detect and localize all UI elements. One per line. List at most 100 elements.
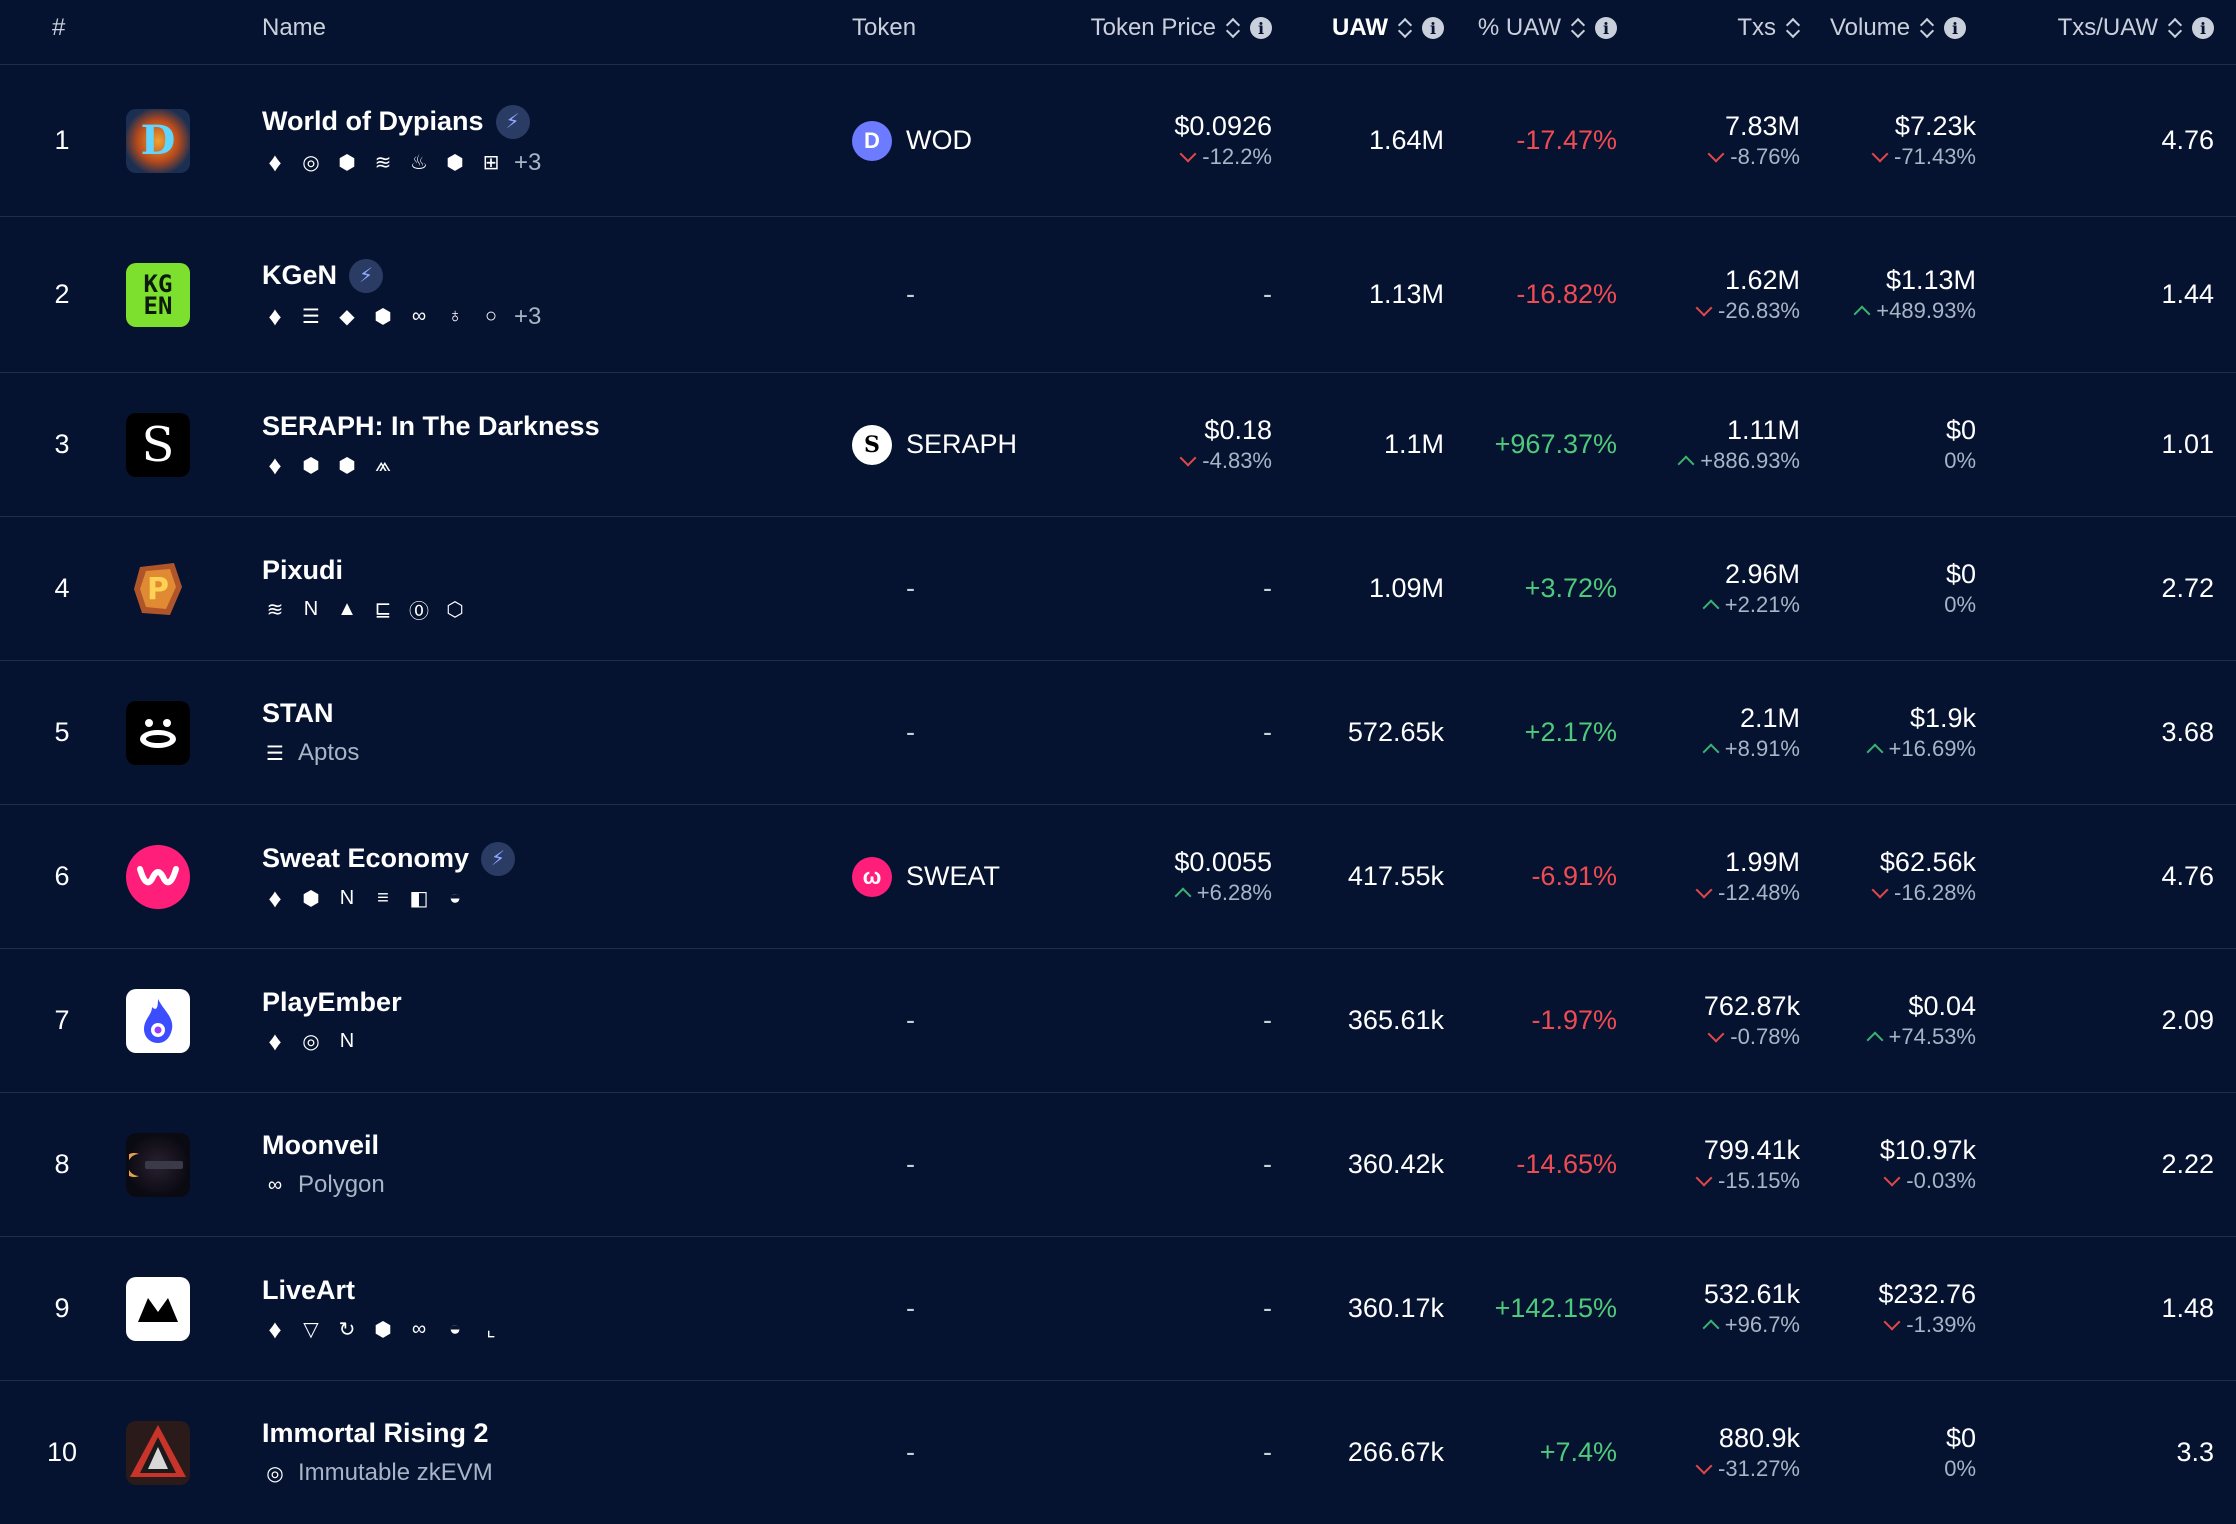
table-row[interactable]: 10 Immortal Rising 2 ◎ Immutable zkEVM -… bbox=[0, 1381, 2236, 1524]
dapp-name-cell: PlayEmber ◎ N bbox=[262, 949, 822, 1092]
token-empty: - bbox=[906, 1005, 915, 1035]
immortal-rising-logo bbox=[126, 1420, 190, 1485]
pct-uaw-cell: +142.15% bbox=[1460, 1237, 1617, 1380]
dapp-title[interactable]: KGeN ⚡ bbox=[262, 258, 384, 293]
col-token-price[interactable]: Token Price i bbox=[1040, 0, 1272, 56]
dapp-name[interactable]: Immortal Rising 2 bbox=[262, 1418, 489, 1448]
chains-more[interactable]: +3 bbox=[514, 302, 542, 330]
col-rank: # bbox=[52, 0, 65, 56]
playember-logo bbox=[126, 988, 190, 1053]
volume-value: $0 bbox=[1945, 1423, 1976, 1453]
arrow-down-icon bbox=[1695, 1169, 1713, 1187]
col-volume-label: Volume bbox=[1830, 14, 1911, 41]
near-icon: N bbox=[339, 1029, 355, 1052]
dapp-title[interactable]: PlayEmber bbox=[262, 987, 402, 1018]
txs-per-uaw-cell: 3.3 bbox=[2000, 1381, 2214, 1524]
table-row[interactable]: 1 D World of Dypians ⚡ ◎ ⬢ ≋ ♨ ⬢ ⊞ +3 D W… bbox=[0, 65, 2236, 217]
token-cell: D WOD bbox=[852, 65, 1112, 216]
aptos-icon: ☰ bbox=[266, 742, 284, 765]
txs-per-uaw-cell: 3.68 bbox=[2000, 661, 2214, 804]
dapp-name[interactable]: SERAPH: In The Darkness bbox=[262, 411, 600, 441]
uaw-value: 572.65k bbox=[1347, 717, 1444, 747]
info-icon[interactable]: i bbox=[1422, 17, 1444, 39]
sort-icon[interactable] bbox=[1786, 17, 1800, 39]
info-icon[interactable]: i bbox=[1250, 17, 1272, 39]
dapp-name[interactable]: PlayEmber bbox=[262, 987, 402, 1017]
table-row[interactable]: 8 Moonveil ∞ Polygon - - 360.42k -14.65%… bbox=[0, 1093, 2236, 1237]
row-rank: 3 bbox=[54, 429, 70, 459]
txs-change: +8.91% bbox=[1724, 736, 1800, 761]
txs-per-uaw-cell: 2.09 bbox=[2000, 949, 2214, 1092]
table-row[interactable]: 9 LiveArt ▽ ↻ ⬢ ∞ ◒ ⌞ - - 360.17k +142.1… bbox=[0, 1237, 2236, 1381]
pixudi-logo: P bbox=[126, 557, 190, 621]
token-empty: - bbox=[906, 1149, 915, 1179]
txs-per-uaw-value: 4.76 bbox=[2161, 861, 2214, 891]
table-row[interactable]: 7 PlayEmber ◎ N - - 365.61k -1.97% 762.8… bbox=[0, 949, 2236, 1093]
table-row[interactable]: 2 KG EN KGeN ⚡ ☰ ◆ ⬢ ∞ ♁ ○ +3 - - 1.13M -… bbox=[0, 217, 2236, 373]
col-txs-per-uaw[interactable]: Txs/UAW i bbox=[2000, 0, 2214, 56]
table-row[interactable]: 4 P Pixudi ≋ N ▲ ⊑ ⓪ ⬡ - - 1.09M bbox=[0, 517, 2236, 661]
dapp-name-cell: SERAPH: In The Darkness ⬢ ⬢ ⩕ bbox=[262, 373, 822, 516]
dapp-title[interactable]: Moonveil bbox=[262, 1130, 379, 1161]
circle-icon: ○ bbox=[484, 305, 498, 327]
info-icon[interactable]: i bbox=[1944, 17, 1967, 39]
dapp-name[interactable]: Sweat Economy bbox=[262, 843, 470, 873]
token-price-empty: - bbox=[1263, 1005, 1272, 1035]
dapp-title[interactable]: LiveArt bbox=[262, 1275, 355, 1306]
volume-cell: $10.97k -0.03% bbox=[1820, 1093, 1976, 1236]
sort-icon[interactable] bbox=[1398, 17, 1412, 39]
info-icon[interactable]: i bbox=[1595, 17, 1617, 39]
dapp-name[interactable]: World of Dypians bbox=[262, 106, 484, 136]
volume-cell: $0 0% bbox=[1820, 373, 1976, 516]
dapp-name[interactable]: KGeN bbox=[262, 260, 338, 290]
dapp-title[interactable]: STAN bbox=[262, 698, 334, 729]
moonveil-logo bbox=[126, 1132, 190, 1197]
uaw-value: 360.17k bbox=[1347, 1293, 1444, 1323]
grid-icon: ⊞ bbox=[482, 152, 500, 174]
dapp-title[interactable]: Immortal Rising 2 bbox=[262, 1418, 489, 1449]
txs-per-uaw-value: 3.3 bbox=[2176, 1437, 2214, 1467]
volume-change: 0% bbox=[1944, 592, 1976, 617]
dapp-title[interactable]: Pixudi bbox=[262, 555, 343, 586]
dapp-name[interactable]: Moonveil bbox=[262, 1130, 380, 1160]
volume-value: $0.04 bbox=[1908, 991, 1976, 1021]
arrow-down-icon bbox=[1871, 145, 1889, 163]
dapp-name[interactable]: LiveArt bbox=[262, 1275, 356, 1305]
table-row[interactable]: 5 STAN ☰ Aptos - - 572.65k +2.17% 2.1M +… bbox=[0, 661, 2236, 805]
txs-change: -0.78% bbox=[1730, 1024, 1800, 1049]
txs-per-uaw-cell: 2.22 bbox=[2000, 1093, 2214, 1236]
sort-icon[interactable] bbox=[1920, 17, 1934, 39]
arrow-up-icon bbox=[1866, 1031, 1884, 1049]
col-txs[interactable]: Txs bbox=[1640, 0, 1800, 56]
uaw-cell: 360.17k bbox=[1290, 1237, 1444, 1380]
col-volume[interactable]: Volume i bbox=[1830, 0, 1967, 56]
arrow-down-icon bbox=[1883, 1169, 1901, 1187]
dapp-title[interactable]: World of Dypians ⚡ bbox=[262, 104, 530, 139]
uaw-cell: 572.65k bbox=[1290, 661, 1444, 804]
token-price-cell: - bbox=[1100, 217, 1272, 372]
dapp-title[interactable]: SERAPH: In The Darkness bbox=[262, 411, 600, 442]
sort-icon[interactable] bbox=[1571, 17, 1585, 39]
txs-cell: 1.11M +886.93% bbox=[1640, 373, 1800, 516]
bolt-icon: ⚡ bbox=[349, 258, 384, 293]
volume-value: $232.76 bbox=[1878, 1279, 1976, 1309]
table-row[interactable]: 6 Sweat Economy ⚡ ⬢ N ≡ ◧ ◒ ω SWEAT bbox=[0, 805, 2236, 949]
token-price-empty: - bbox=[1263, 573, 1272, 603]
row-rank: 5 bbox=[54, 717, 70, 747]
dapp-name[interactable]: Pixudi bbox=[262, 555, 344, 585]
stan-logo bbox=[126, 700, 190, 765]
volume-change: +16.69% bbox=[1888, 736, 1976, 761]
chains-more[interactable]: +3 bbox=[514, 148, 542, 176]
sort-icon[interactable] bbox=[1226, 17, 1240, 39]
sort-icon[interactable] bbox=[2168, 17, 2182, 39]
dapp-name[interactable]: STAN bbox=[262, 698, 334, 728]
uaw-cell: 1.13M bbox=[1290, 217, 1444, 372]
txs-value: 7.83M bbox=[1724, 111, 1800, 141]
col-pct-uaw[interactable]: % UAW i bbox=[1460, 0, 1617, 56]
pct-uaw-cell: -16.82% bbox=[1460, 217, 1617, 372]
info-icon[interactable]: i bbox=[2192, 17, 2214, 39]
uaw-value: 417.55k bbox=[1347, 861, 1444, 891]
col-uaw[interactable]: UAW i bbox=[1290, 0, 1444, 56]
table-row[interactable]: 3 S SERAPH: In The Darkness ⬢ ⬢ ⩕ S SERA… bbox=[0, 373, 2236, 517]
dapp-title[interactable]: Sweat Economy ⚡ bbox=[262, 841, 516, 876]
